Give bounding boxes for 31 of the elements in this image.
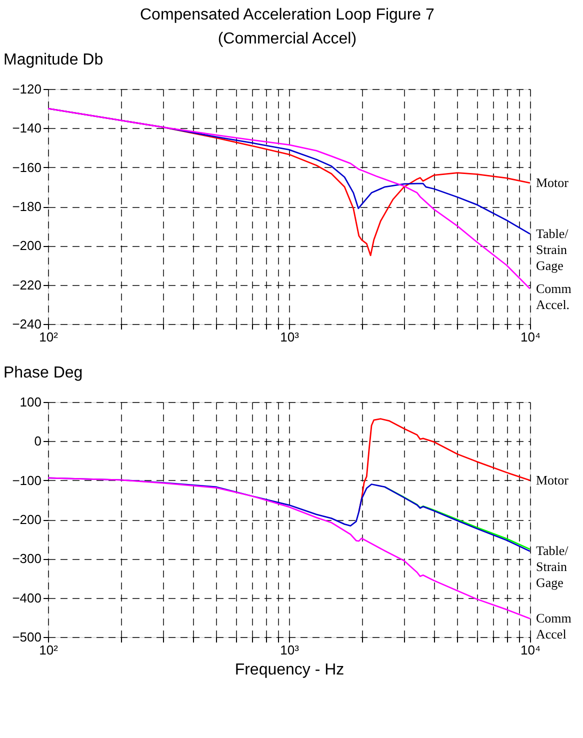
x-tick-label: 10² [39,642,59,658]
y-tick-label: −160 [12,160,42,175]
series-label: Comm Accel [536,610,572,642]
x-tick-label: 10³ [280,642,300,658]
series-label: Motor [536,472,570,488]
y-tick-label: −240 [12,316,42,332]
chart-subtitle: (Commercial Accel) [218,30,357,48]
series-label: Table/ Strain Gage [536,226,569,273]
y-tick-label: −120 [12,82,42,96]
x-tick-label: 10⁴ [520,330,541,344]
y-tick-label: −180 [12,199,42,214]
y-tick-label: −140 [12,120,42,136]
y-tick-label: −220 [12,277,42,292]
y-tick-label: −400 [12,590,42,606]
x-tick-label: 10⁴ [520,642,541,658]
y-tick-label: −300 [12,551,42,566]
y-axis-title: Phase Deg [4,364,83,382]
chart-title: Compensated Acceleration Loop Figure 7 [140,6,434,24]
series-label: Motor [536,175,570,190]
series-label: Table/ Strain Gage [536,543,569,590]
series-label: Comm Accel. [536,280,572,312]
x-tick-label: 10³ [280,330,300,344]
y-tick-label: −100 [12,472,42,488]
y-tick-label: 0 [34,434,42,449]
y-axis-title: Magnitude Db [4,52,104,68]
y-tick-label: −200 [12,238,42,254]
x-tick-label: 10² [39,330,59,344]
y-tick-label: −200 [12,512,42,527]
y-tick-label: −500 [12,630,42,644]
x-axis-title: Frequency - Hz [234,662,344,678]
y-tick-label: 100 [20,394,42,410]
